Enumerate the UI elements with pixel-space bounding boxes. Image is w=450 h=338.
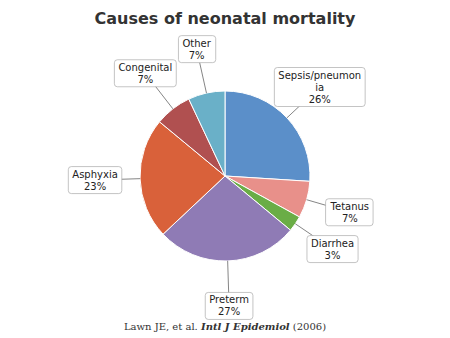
label-text: Diarrhea3% xyxy=(311,238,354,261)
citation-part: Lawn JE, et al. xyxy=(124,321,201,332)
label-line: 26% xyxy=(309,94,331,105)
data-label: Preterm27% xyxy=(205,292,253,319)
label-box xyxy=(114,60,176,87)
label-line: Asphyxia xyxy=(72,169,117,180)
label-box xyxy=(205,292,253,319)
label-line: Other xyxy=(182,38,211,49)
data-label: Sepsis/pneumonia26% xyxy=(274,68,365,107)
label-line: Preterm xyxy=(209,294,249,305)
citation: Lawn JE, et al. Intl J Epidemiol (2006) xyxy=(124,321,326,332)
label-box xyxy=(178,36,215,63)
label-box xyxy=(326,199,374,226)
data-label: Congenital7% xyxy=(114,60,176,87)
label-line: 23% xyxy=(84,181,106,192)
chart: Causes of neonatal mortality Sepsis/pneum… xyxy=(0,0,450,338)
label-line: 7% xyxy=(189,50,205,61)
data-labels: Sepsis/pneumonia26%Tetanus7%Diarrhea3%Pr… xyxy=(68,36,373,320)
label-line: 7% xyxy=(342,213,358,224)
label-box xyxy=(274,68,365,107)
label-text: Other7% xyxy=(182,38,211,61)
label-text: Congenital7% xyxy=(118,62,172,85)
label-box xyxy=(307,236,358,263)
label-line: 7% xyxy=(137,74,153,85)
label-text: Sepsis/pneumonia26% xyxy=(278,70,361,105)
label-line: 27% xyxy=(218,306,240,317)
label-text: Tetanus7% xyxy=(330,201,370,224)
label-line: 3% xyxy=(325,250,341,261)
label-text: Preterm27% xyxy=(209,294,249,317)
label-line: ia xyxy=(315,82,324,93)
label-line: Sepsis/pneumon xyxy=(278,70,361,81)
label-box xyxy=(68,167,121,194)
citation-part: Intl J Epidemiol xyxy=(200,321,290,332)
data-label: Tetanus7% xyxy=(326,199,374,226)
label-text: Asphyxia23% xyxy=(72,169,117,192)
label-line: Tetanus xyxy=(330,201,370,212)
data-label: Other7% xyxy=(178,36,215,63)
data-label: Diarrhea3% xyxy=(307,236,358,263)
slices xyxy=(140,91,310,261)
label-line: Congenital xyxy=(118,62,172,73)
label-line: Diarrhea xyxy=(311,238,354,249)
data-label: Asphyxia23% xyxy=(68,167,121,194)
citation-part: (2006) xyxy=(290,321,327,332)
title: Causes of neonatal mortality xyxy=(95,9,356,28)
slice xyxy=(189,91,225,176)
